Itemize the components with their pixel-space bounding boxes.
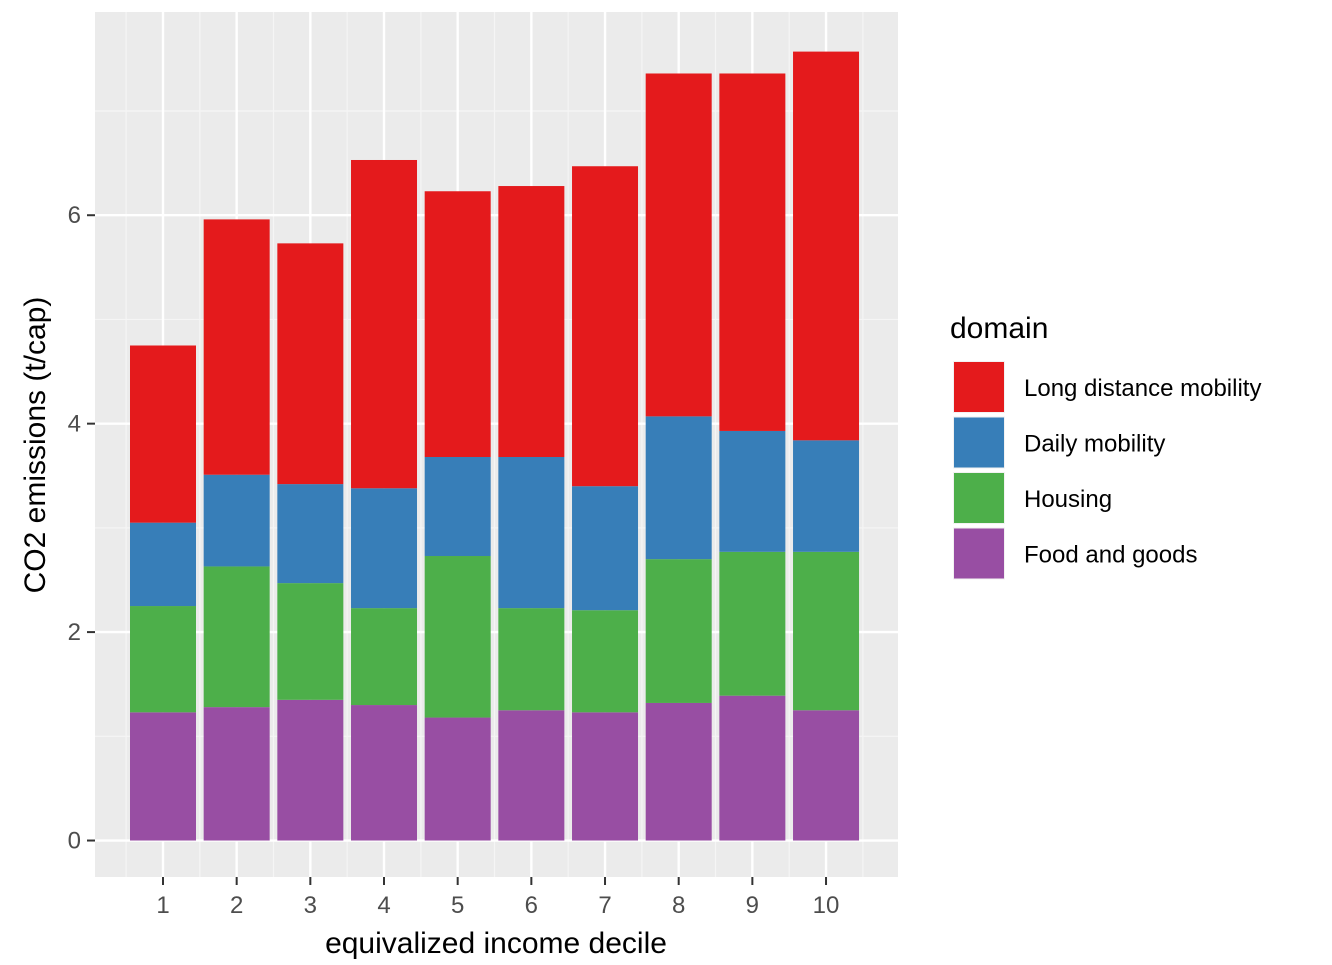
x-tick-label: 10 [813,892,840,919]
legend: domain Long distance mobility Daily mobil… [950,312,1261,580]
x-tick-label: 9 [746,892,759,919]
bar-segment [351,488,418,609]
bar-segment [645,559,712,703]
y-axis: 0 2 4 6 [68,202,95,855]
bar-segment [424,191,491,458]
bar-segment [572,486,639,611]
bar-segment [203,707,270,841]
x-axis: 1 2 3 4 5 6 7 8 9 10 [156,877,839,919]
x-axis-title: equivalized income decile [325,927,667,960]
y-axis-title: CO2 emissions (t/cap) [19,297,52,594]
bar-segment [793,551,860,711]
x-tick-label: 1 [156,892,169,919]
x-tick-label: 4 [377,892,390,919]
y-tick-label: 6 [68,202,81,229]
bar-segment [645,702,712,841]
bar-segment [130,712,196,841]
bar-segment [130,345,196,523]
bar-segment [498,186,565,458]
bar-segment [572,610,639,713]
bar-segment [203,566,270,708]
bar-segment [351,705,418,841]
bar-segment [572,712,639,841]
bar-segment [277,243,344,485]
bar-segment [645,73,712,417]
bar-segment [130,606,196,713]
legend-label: Daily mobility [1024,431,1165,458]
x-tick-label: 7 [598,892,611,919]
legend-key [954,417,1004,468]
bar-segment [719,551,786,696]
y-tick-label: 4 [68,411,81,438]
x-tick-label: 8 [672,892,685,919]
bar-segment [572,166,639,487]
bar-segment [130,522,196,607]
bar-segment [277,484,344,584]
bar-segment [793,51,860,441]
legend-key [954,362,1004,412]
bar-segment [203,219,270,475]
bar-segment [719,73,786,431]
x-tick-label: 5 [451,892,464,919]
bar-segment [424,556,491,718]
bar-segment [793,710,860,841]
legend-title: domain [950,312,1048,345]
bar-segment [498,710,565,841]
bar-segment [277,699,344,841]
bar-segment [203,474,270,567]
x-tick-label: 6 [525,892,538,919]
bars [130,51,860,841]
legend-label: Housing [1024,486,1112,513]
bar-segment [351,608,418,706]
y-tick-label: 2 [68,619,81,646]
bar-segment [498,457,565,609]
bar-segment [277,583,344,700]
y-tick-label: 0 [68,828,81,855]
bar-segment [719,430,786,552]
bar-segment [793,440,860,552]
bar-segment [424,457,491,557]
bar-segment [351,159,418,489]
bar-segment [498,608,565,711]
legend-label: Food and goods [1024,542,1197,569]
legend-key [954,473,1004,523]
bar-segment [424,717,491,841]
legend-key [954,528,1004,579]
x-tick-label: 2 [230,892,243,919]
legend-label: Long distance mobility [1024,375,1261,402]
bar-segment [719,695,786,841]
bar-segment [645,416,712,560]
x-tick-label: 3 [304,892,317,919]
